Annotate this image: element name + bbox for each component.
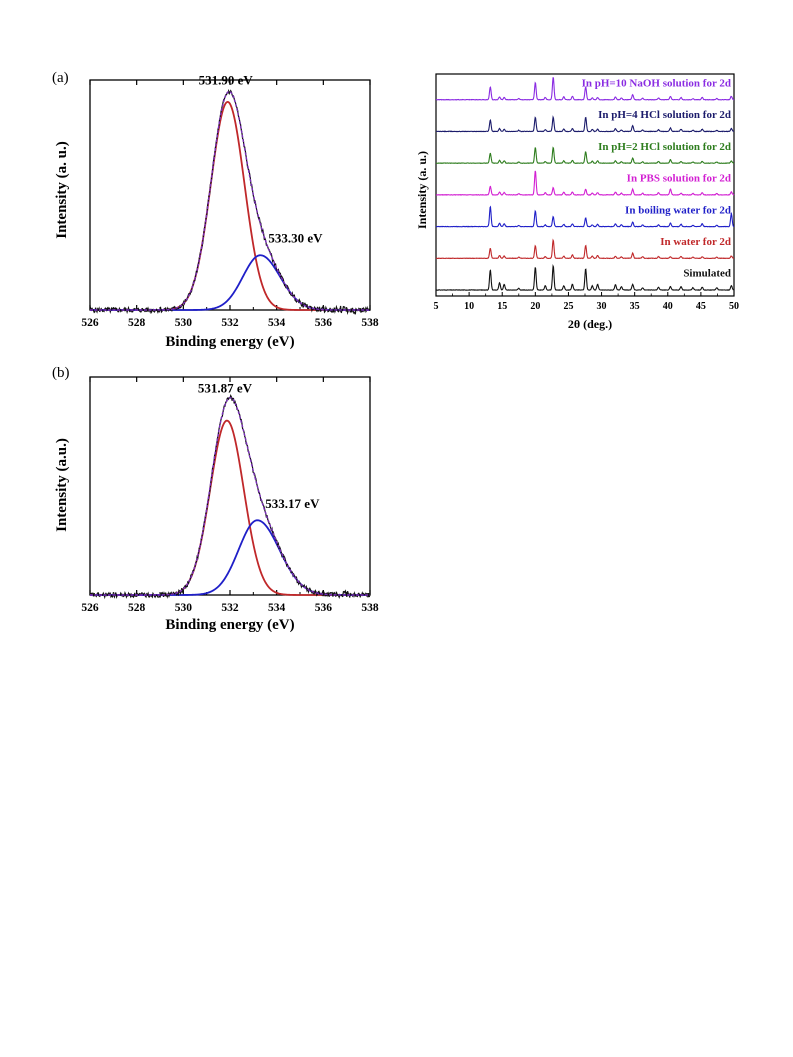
x-axis-title-a: Binding energy (eV) [165,334,294,350]
xrd-series-line [435,77,735,101]
xrd-x-axis-title: 2θ (deg.) [568,317,612,331]
xrd-series-line [435,146,735,165]
x-tick-label: 526 [81,317,99,329]
raw-spectrum [89,394,371,600]
xrd-series-label: In pH=2 HCl solution for 2d [598,141,731,153]
x-tick-label: 536 [315,602,333,614]
xrd-series-label: In pH=4 HCl solution for 2d [598,109,731,121]
component-peak-2 [90,254,370,311]
panel-letter-a: (a) [52,70,69,86]
x-tick-label: 532 [221,317,239,329]
x-tick-label: 536 [315,317,333,329]
component-peak-2 [90,519,370,596]
xrd-series-line [435,115,735,133]
xrd-chart: 5 10 15 20 25 30 35 40 45 50 Simulated In water for… [415,73,739,331]
y-axis-title-b: Intensity (a.u.) [54,438,70,532]
xrd-y-axis-title: Intensity (a. u.) [415,151,429,229]
xrd-series-label: In water for 2d [660,236,731,248]
peak-annotation-1: 531.90 eV [199,72,254,87]
x-tick-label: 538 [361,602,379,614]
xrd-x-tick-label: 15 [497,301,507,312]
xrd-series-line [435,263,735,291]
xrd-series-label: In PBS solution for 2d [627,173,731,185]
x-tick-label: 528 [128,602,146,614]
xrd-series-label: In pH=10 NaOH solution for 2d [582,77,731,89]
xrd-x-tick-label: 5 [434,301,439,312]
xrd-series-line [435,170,735,196]
peak-annotation-2: 533.30 eV [268,230,323,245]
peak-annotation-2: 533.17 eV [265,496,320,511]
x-tick-label: 532 [221,602,239,614]
xps-chart-b: (b) 526 528 530 532 534 536 538 531.87 eV 533.17… [52,365,379,633]
xrd-x-tick-label: 50 [729,301,739,312]
xrd-series-line [435,238,735,260]
y-axis-title-a: Intensity (a. u.) [54,141,70,239]
x-axis-title-b: Binding energy (eV) [165,617,294,633]
xrd-frame [435,73,735,297]
xrd-series-line [435,205,735,228]
x-tick-label: 528 [128,317,146,329]
xrd-panel: 5 10 15 20 25 30 35 40 45 50 Simulated In water for… [406,70,746,334]
x-tick-label: 534 [268,317,286,329]
x-tick-label: 526 [81,602,99,614]
plot-frame [89,376,371,596]
peak-annotation-1: 531.87 eV [198,381,253,396]
xrd-x-tick-label: 45 [696,301,706,312]
xps-panel-a: (a) 526 528 530 532 534 536 538 531.90 eV 533.30… [40,60,380,360]
xrd-x-tick-label: 35 [630,301,640,312]
x-tick-label: 530 [175,602,193,614]
component-peak-1 [90,101,370,311]
xps-chart-a: (a) 526 528 530 532 534 536 538 531.90 eV 533.30… [52,70,379,350]
xrd-x-tick-label: 20 [530,301,540,312]
xrd-x-tick-label: 10 [464,301,474,312]
x-tick-label: 534 [268,602,286,614]
xrd-x-tick-label: 25 [563,301,573,312]
plot-frame [89,79,371,311]
x-tick-label: 538 [361,317,379,329]
fit-envelope [90,397,370,596]
xrd-series-label: Simulated [683,268,731,280]
xps-panel-b: (b) 526 528 530 532 534 536 538 531.87 eV 533.17… [40,355,380,655]
raw-spectrum [89,88,371,315]
fit-envelope [90,90,370,311]
panel-letter-b: (b) [52,365,70,381]
x-tick-label: 530 [175,317,193,329]
xrd-x-tick-label: 30 [597,301,607,312]
xrd-series-label: In boiling water for 2d [625,204,731,216]
xrd-x-tick-label: 40 [663,301,673,312]
